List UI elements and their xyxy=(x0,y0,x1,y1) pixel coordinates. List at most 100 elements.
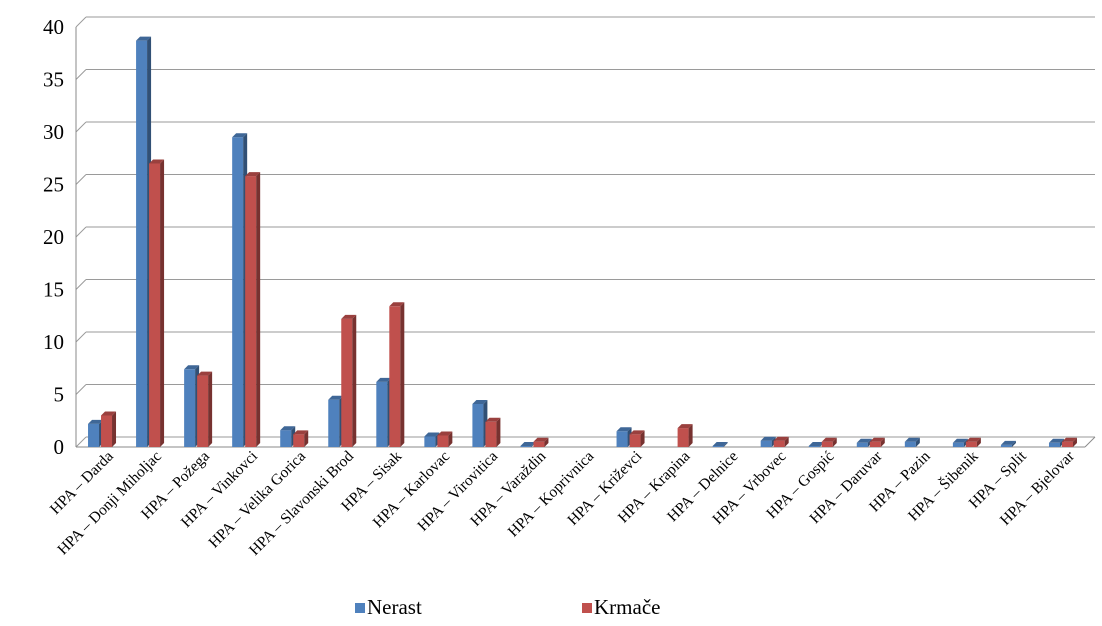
bar xyxy=(389,306,401,447)
gridline-side xyxy=(75,69,87,80)
bar xyxy=(952,442,964,447)
gridline-side xyxy=(75,16,87,28)
bar-top xyxy=(437,431,453,436)
bar xyxy=(232,137,244,447)
bar-top xyxy=(197,371,213,376)
bar xyxy=(1000,444,1012,447)
legend: Nerast Krmače xyxy=(355,595,660,619)
bar-side xyxy=(1011,440,1016,447)
bar-side xyxy=(976,437,981,447)
bar xyxy=(856,442,868,447)
bar xyxy=(136,40,148,448)
bar-top xyxy=(232,133,248,138)
bar-top xyxy=(245,172,261,177)
bar xyxy=(328,399,340,447)
bar xyxy=(1061,441,1073,447)
bar xyxy=(88,423,100,447)
y-tick-label: 15 xyxy=(43,278,64,302)
legend-label: Krmače xyxy=(594,595,660,619)
bar-top xyxy=(389,302,405,307)
bar xyxy=(965,441,977,447)
bar-top xyxy=(677,424,693,429)
bar-side xyxy=(832,437,837,447)
bar-top xyxy=(821,437,837,442)
axes xyxy=(75,27,1096,448)
bar-side xyxy=(208,371,213,447)
bar-top xyxy=(965,437,981,442)
bar-top xyxy=(424,432,440,437)
bar-top xyxy=(856,438,872,443)
bar-top xyxy=(904,437,920,442)
gridline-side xyxy=(75,121,87,133)
bar-top xyxy=(952,438,968,443)
legend-swatch xyxy=(582,603,592,613)
gridline-side xyxy=(75,279,87,290)
bar-top xyxy=(712,441,728,446)
bar-top xyxy=(184,365,200,370)
legend-swatch xyxy=(355,603,365,613)
bar xyxy=(677,428,689,447)
bar-top xyxy=(869,437,885,442)
bar-side xyxy=(448,431,453,447)
bar-top xyxy=(485,417,501,422)
gridline-side xyxy=(75,226,87,238)
bar xyxy=(341,318,353,447)
bar-top xyxy=(533,437,549,442)
bar-side xyxy=(688,424,693,447)
bar xyxy=(869,441,881,447)
bar-side xyxy=(160,159,165,447)
bar-top xyxy=(136,36,152,41)
y-tick-labels: 0 5 10 15 20 25 30 35 40 xyxy=(43,15,64,459)
bar xyxy=(376,381,388,447)
bar xyxy=(472,403,484,447)
gridline-side xyxy=(75,436,87,448)
bar-top xyxy=(472,399,488,404)
gridline-side xyxy=(75,174,87,185)
y-tick-label: 30 xyxy=(43,120,64,144)
gridline-side xyxy=(75,331,87,343)
bar-side xyxy=(256,172,261,447)
bar xyxy=(245,176,257,447)
bar-top xyxy=(808,441,824,446)
y-tick-label: 35 xyxy=(43,68,64,92)
bar-side xyxy=(915,437,920,447)
bar xyxy=(437,435,449,447)
bar-side xyxy=(1072,437,1077,447)
gridline-side xyxy=(75,384,87,395)
bar xyxy=(904,441,916,447)
bar-top xyxy=(1000,440,1016,445)
gridlines xyxy=(75,16,1095,448)
bar xyxy=(149,163,161,447)
bar xyxy=(712,445,724,447)
bar-side xyxy=(880,437,885,447)
y-tick-label: 5 xyxy=(54,383,65,407)
bar-top xyxy=(101,411,117,416)
bar-side xyxy=(723,441,728,447)
bar-side xyxy=(112,411,117,447)
bar-top xyxy=(520,441,536,446)
floor-edge xyxy=(1084,436,1096,448)
bar xyxy=(197,375,209,447)
bar xyxy=(1048,442,1060,447)
legend-label: Nerast xyxy=(367,595,422,619)
bar-top xyxy=(149,159,165,164)
bar xyxy=(821,441,833,447)
bar-top xyxy=(1048,438,1064,443)
bars xyxy=(88,36,1077,448)
bar xyxy=(760,440,772,447)
bar-top xyxy=(616,427,632,432)
bar-side xyxy=(400,302,405,447)
bar-side xyxy=(304,430,309,447)
bar xyxy=(808,445,820,447)
bar-top xyxy=(1061,437,1077,442)
bar xyxy=(293,434,305,447)
y-tick-label: 40 xyxy=(43,15,64,39)
bar xyxy=(280,430,292,447)
bar-side xyxy=(352,314,357,447)
bar xyxy=(184,369,196,447)
x-category-label: HPA – Koprivnica xyxy=(505,448,598,541)
bar-top xyxy=(328,395,344,400)
bar-top xyxy=(280,426,296,431)
bar xyxy=(485,421,497,447)
